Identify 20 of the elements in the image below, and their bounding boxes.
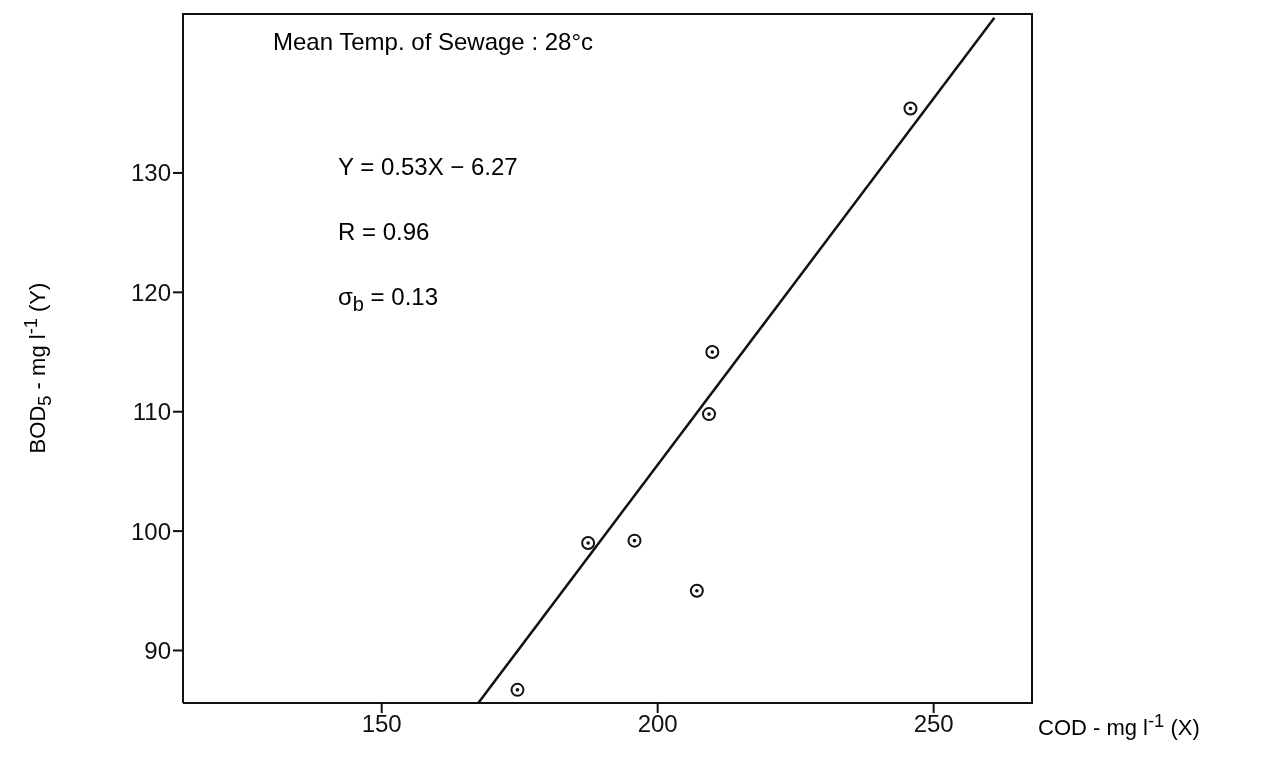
annotation: Mean Temp. of Sewage : 28°c — [273, 28, 594, 56]
annotation: σ$_{b}$ = 0.13 — [338, 283, 438, 316]
point — [702, 407, 717, 422]
point — [903, 101, 918, 116]
point — [689, 583, 704, 598]
y-tick-label: 100 — [130, 517, 171, 545]
point — [581, 536, 596, 551]
x-axis-title: COD - mg l$^{-1}$ (X) — [1038, 710, 1200, 742]
point — [510, 682, 525, 697]
annotation: Y = 0.53X − 6.27 — [338, 153, 518, 181]
x-tick-label: 200 — [637, 710, 678, 738]
annotation: R = 0.96 — [338, 218, 430, 246]
point — [627, 533, 642, 548]
y-tick-label: 110 — [132, 398, 171, 426]
y-tick-label: 130 — [130, 159, 171, 187]
point — [705, 345, 720, 360]
y-tick-label: 90 — [144, 636, 171, 664]
y-tick-label: 120 — [130, 278, 171, 306]
x-tick-label: 150 — [361, 710, 402, 738]
x-tick-label: 250 — [913, 710, 954, 738]
